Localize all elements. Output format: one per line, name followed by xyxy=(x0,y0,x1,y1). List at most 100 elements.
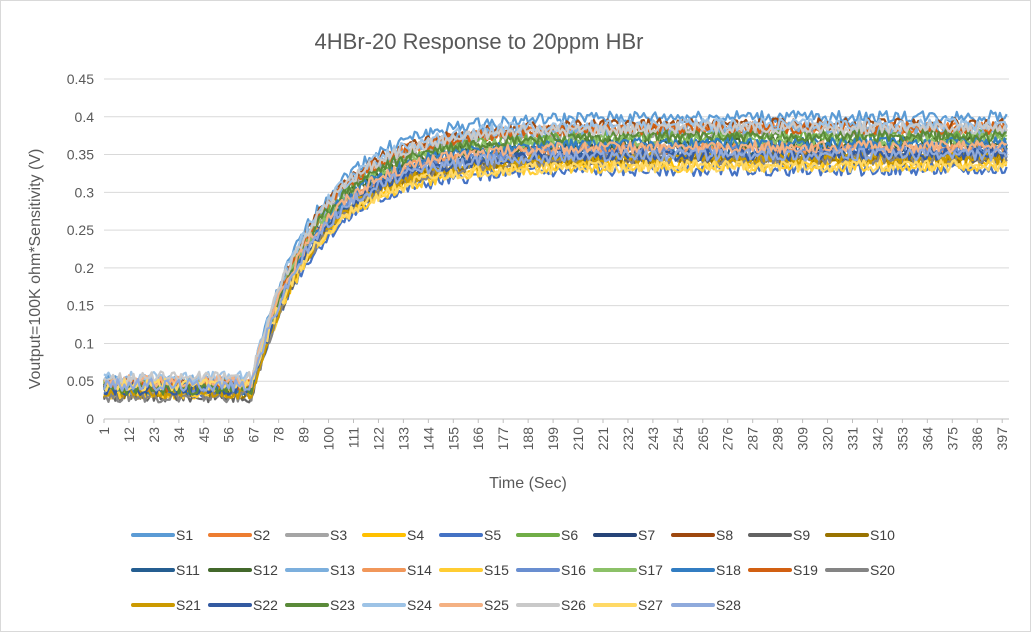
x-tick-label: 254 xyxy=(670,427,686,451)
legend-label-s2: S2 xyxy=(253,527,270,543)
series-line-s20 xyxy=(103,151,1008,404)
y-axis-title: Voutput=100K ohm*Sensitivity (V) xyxy=(27,149,44,390)
legend-label-s11: S11 xyxy=(176,562,200,578)
x-tick-label: 199 xyxy=(545,427,561,451)
series-line-s28 xyxy=(102,147,1008,392)
x-tick-label: 78 xyxy=(271,427,287,443)
x-tick-label: 342 xyxy=(869,427,885,451)
series-line-s16 xyxy=(103,143,1008,396)
legend-label-s10: S10 xyxy=(870,527,895,543)
legend-label-s22: S22 xyxy=(253,597,278,613)
series-line-s12 xyxy=(102,136,1008,396)
legend-label-s5: S5 xyxy=(484,527,501,543)
legend-label-s14: S14 xyxy=(407,562,432,578)
series-line-s25 xyxy=(103,139,1008,388)
y-tick-label: 0.1 xyxy=(75,335,95,351)
x-tick-labels: 1 12 23 34 45 56 67 78 89 100 111 122 133 144 155 166 17… xyxy=(96,427,1010,451)
legend-label-s17: S17 xyxy=(638,562,663,578)
legend-label-s28: S28 xyxy=(716,597,741,613)
series-line-s15 xyxy=(103,158,1008,400)
x-tick-label: 67 xyxy=(246,427,262,443)
x-tick-label: 309 xyxy=(795,427,811,451)
series-line-s18 xyxy=(103,136,1008,396)
y-tick-labels: 0 0.05 0.1 0.15 0.2 0.25 0.3 0.35 0.4 0.45 xyxy=(67,71,94,427)
legend-label-s4: S4 xyxy=(407,527,424,543)
legend-label-s23: S23 xyxy=(330,597,355,613)
y-tick-label: 0.25 xyxy=(67,222,94,238)
x-tick-label: 320 xyxy=(820,427,836,451)
legend-label-s20: S20 xyxy=(870,562,895,578)
legend-label-s15: S15 xyxy=(484,562,509,578)
y-tick-label: 0.05 xyxy=(67,373,94,389)
x-tick-label: 23 xyxy=(146,427,162,443)
x-tick-label: 232 xyxy=(620,427,636,451)
y-tick-label: 0.2 xyxy=(75,260,95,276)
x-axis-title: Time (Sec) xyxy=(489,475,567,492)
x-tick-label: 188 xyxy=(520,427,536,451)
series-line-s14 xyxy=(103,139,1008,393)
x-tick-label: 111 xyxy=(345,427,361,448)
x-tick-label: 100 xyxy=(321,427,337,451)
x-tick-label: 34 xyxy=(171,427,187,443)
legend-label-s13: S13 xyxy=(330,562,355,578)
x-tick-label: 331 xyxy=(844,427,860,451)
x-tick-label: 265 xyxy=(695,427,711,451)
legend-label-s6: S6 xyxy=(561,527,578,543)
x-tick-label: 177 xyxy=(495,427,511,451)
series-line-s26 xyxy=(103,121,1008,385)
x-tick-label: 1 xyxy=(96,427,112,435)
x-tick-label: 243 xyxy=(645,427,661,451)
legend-label-s18: S18 xyxy=(716,562,741,578)
series-lines xyxy=(102,109,1008,404)
legend-label-s7: S7 xyxy=(638,527,655,543)
legend-label-s21: S21 xyxy=(176,597,201,613)
x-tick-label: 287 xyxy=(745,427,761,451)
x-tick-label: 221 xyxy=(595,427,611,451)
legend-label-s26: S26 xyxy=(561,597,586,613)
legend-label-s27: S27 xyxy=(638,597,663,613)
legend-label-s9: S9 xyxy=(793,527,810,543)
x-tick-label: 298 xyxy=(770,427,786,451)
y-tick-label: 0.3 xyxy=(75,184,95,200)
legend-label-s1: S1 xyxy=(176,527,193,543)
x-tick-label: 155 xyxy=(445,427,461,451)
x-tick-label: 276 xyxy=(720,427,736,451)
x-tick-label: 89 xyxy=(296,427,312,443)
legend-label-s19: S19 xyxy=(793,562,818,578)
legend-label-s8: S8 xyxy=(716,527,733,543)
series-line-s9 xyxy=(102,151,1008,404)
legend-label-s12: S12 xyxy=(253,562,278,578)
x-tick-label: 386 xyxy=(969,427,985,451)
legend-label-s16: S16 xyxy=(561,562,586,578)
x-tick-label: 375 xyxy=(944,427,960,451)
y-tick-label: 0.35 xyxy=(67,147,94,163)
x-tick-label: 122 xyxy=(370,427,386,451)
legend-label-s24: S24 xyxy=(407,597,432,613)
x-tick-label: 210 xyxy=(570,427,586,451)
series-line-s10 xyxy=(102,151,1008,400)
x-tick-label: 397 xyxy=(994,427,1010,451)
series-line-s27 xyxy=(103,158,1008,392)
legend-label-s25: S25 xyxy=(484,597,509,613)
y-tick-label: 0.4 xyxy=(75,109,95,125)
y-tick-label: 0 xyxy=(86,411,94,427)
series-line-s22 xyxy=(103,147,1008,396)
axes xyxy=(103,418,1009,423)
x-tick-label: 353 xyxy=(894,427,910,451)
legend: S1 S2 S3 S4 S5 S6 S7 S8 S9 S10 S11 S12 S13 S14 S15 S16 S… xyxy=(131,527,895,613)
x-tick-label: 45 xyxy=(196,427,212,443)
series-line-s5 xyxy=(103,162,1008,400)
series-line-s11 xyxy=(102,143,1008,396)
series-line-s21 xyxy=(103,151,1007,400)
chart-title: 4HBr-20 Response to 20ppm HBr xyxy=(315,29,644,54)
y-tick-label: 0.15 xyxy=(67,298,94,314)
x-tick-label: 144 xyxy=(420,427,436,451)
x-tick-label: 12 xyxy=(121,427,137,443)
legend-label-s3: S3 xyxy=(330,527,347,543)
y-tick-label: 0.45 xyxy=(67,71,94,87)
x-tick-label: 364 xyxy=(919,427,935,451)
x-tick-label: 133 xyxy=(395,427,411,451)
x-tick-label: 56 xyxy=(221,427,237,443)
